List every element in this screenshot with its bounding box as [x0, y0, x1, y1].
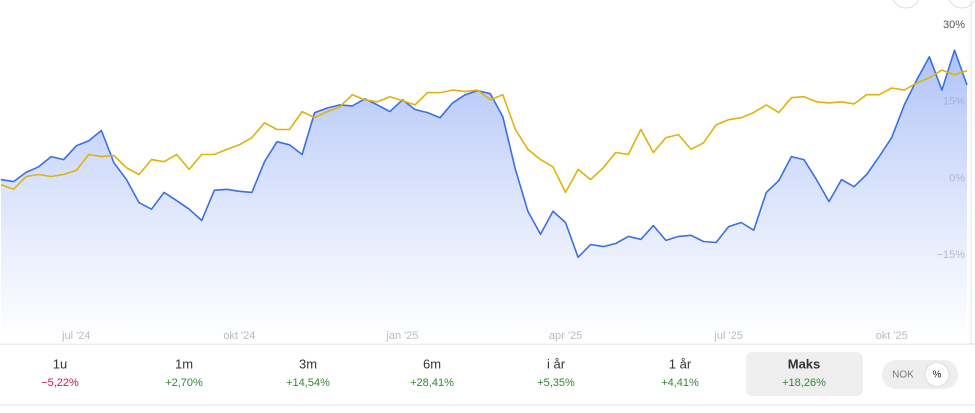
- period-change[interactable]: +14,54%: [286, 377, 330, 389]
- period-label[interactable]: 1u: [53, 356, 67, 371]
- y-tick-label: 30%: [943, 19, 965, 31]
- period-label[interactable]: 6m: [423, 356, 441, 371]
- period-label[interactable]: i år: [547, 356, 566, 371]
- period-label[interactable]: Maks: [788, 356, 821, 371]
- area: [1, 50, 967, 344]
- period-label[interactable]: 3m: [299, 356, 317, 371]
- period-change[interactable]: +18,26%: [782, 377, 826, 389]
- period-change[interactable]: +2,70%: [165, 377, 203, 389]
- top-button[interactable]: [948, 0, 975, 9]
- toggle-knob[interactable]: [924, 362, 950, 387]
- period-change[interactable]: +28,41%: [410, 377, 454, 389]
- toggle-label[interactable]: NOK: [892, 370, 914, 381]
- period-tab-selected[interactable]: [746, 352, 863, 396]
- period-change[interactable]: +5,35%: [537, 377, 575, 389]
- line: [0, 49, 968, 259]
- period-change[interactable]: −5,22%: [41, 377, 79, 389]
- top-button[interactable]: [892, 0, 920, 9]
- toggle-label[interactable]: %: [933, 370, 942, 381]
- period-label[interactable]: 1m: [175, 356, 193, 371]
- line: [0, 69, 968, 194]
- period-label[interactable]: 1 år: [669, 356, 692, 371]
- period-change[interactable]: +4,41%: [661, 377, 699, 389]
